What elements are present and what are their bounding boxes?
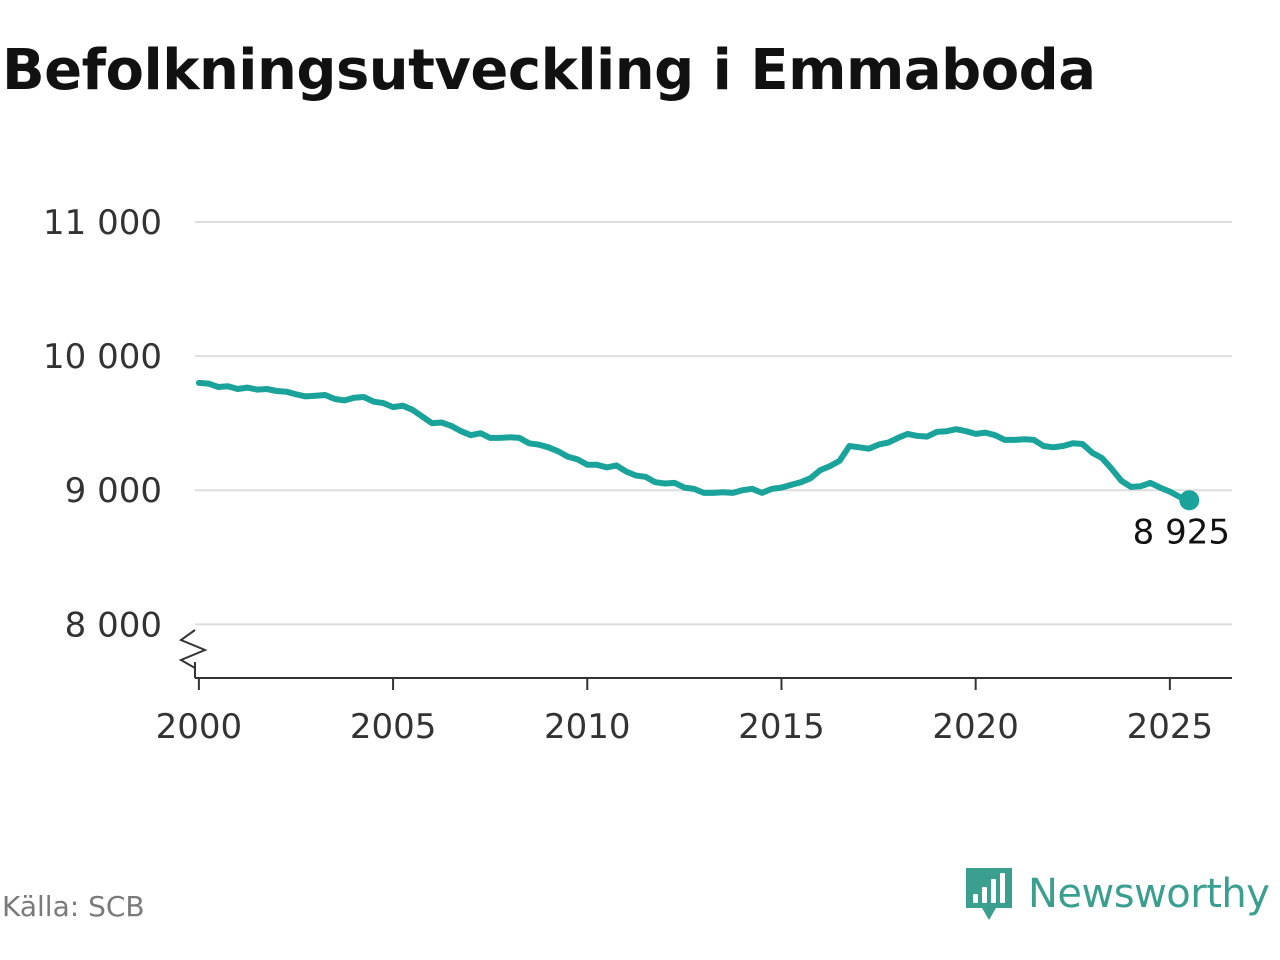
x-axis: 2000 2005 2010 2015 2020 2025 <box>156 629 1232 747</box>
y-tick-label: 8 000 <box>65 605 162 645</box>
x-tick-label: 2000 <box>156 707 243 747</box>
last-value-marker <box>1179 490 1200 511</box>
y-axis-tick-labels: 8 000 9 000 10 000 11 000 <box>43 203 162 645</box>
x-tick-label: 2025 <box>1127 707 1214 747</box>
newsworthy-logo-icon <box>966 868 1012 920</box>
chart-title: Befolkningsutveckling i Emmaboda <box>2 38 1096 103</box>
x-tick-label: 2020 <box>932 707 1019 747</box>
source-label: Källa: SCB <box>2 890 145 923</box>
axis-break-icon <box>178 629 208 669</box>
data-series: 8 925 <box>195 379 1230 552</box>
newsworthy-logo[interactable]: Newsworthy <box>964 864 1270 924</box>
brand-name: Newsworthy <box>1028 871 1270 917</box>
y-tick-label: 9 000 <box>65 471 162 511</box>
y-tick-label: 10 000 <box>43 337 162 377</box>
x-tick-label: 2015 <box>738 707 825 747</box>
x-tick-label: 2005 <box>350 707 437 747</box>
series-line <box>195 379 1193 504</box>
last-value-label: 8 925 <box>1133 512 1230 552</box>
gridlines <box>195 221 1232 626</box>
y-tick-label: 11 000 <box>43 203 162 243</box>
x-tick-label: 2010 <box>544 707 631 747</box>
